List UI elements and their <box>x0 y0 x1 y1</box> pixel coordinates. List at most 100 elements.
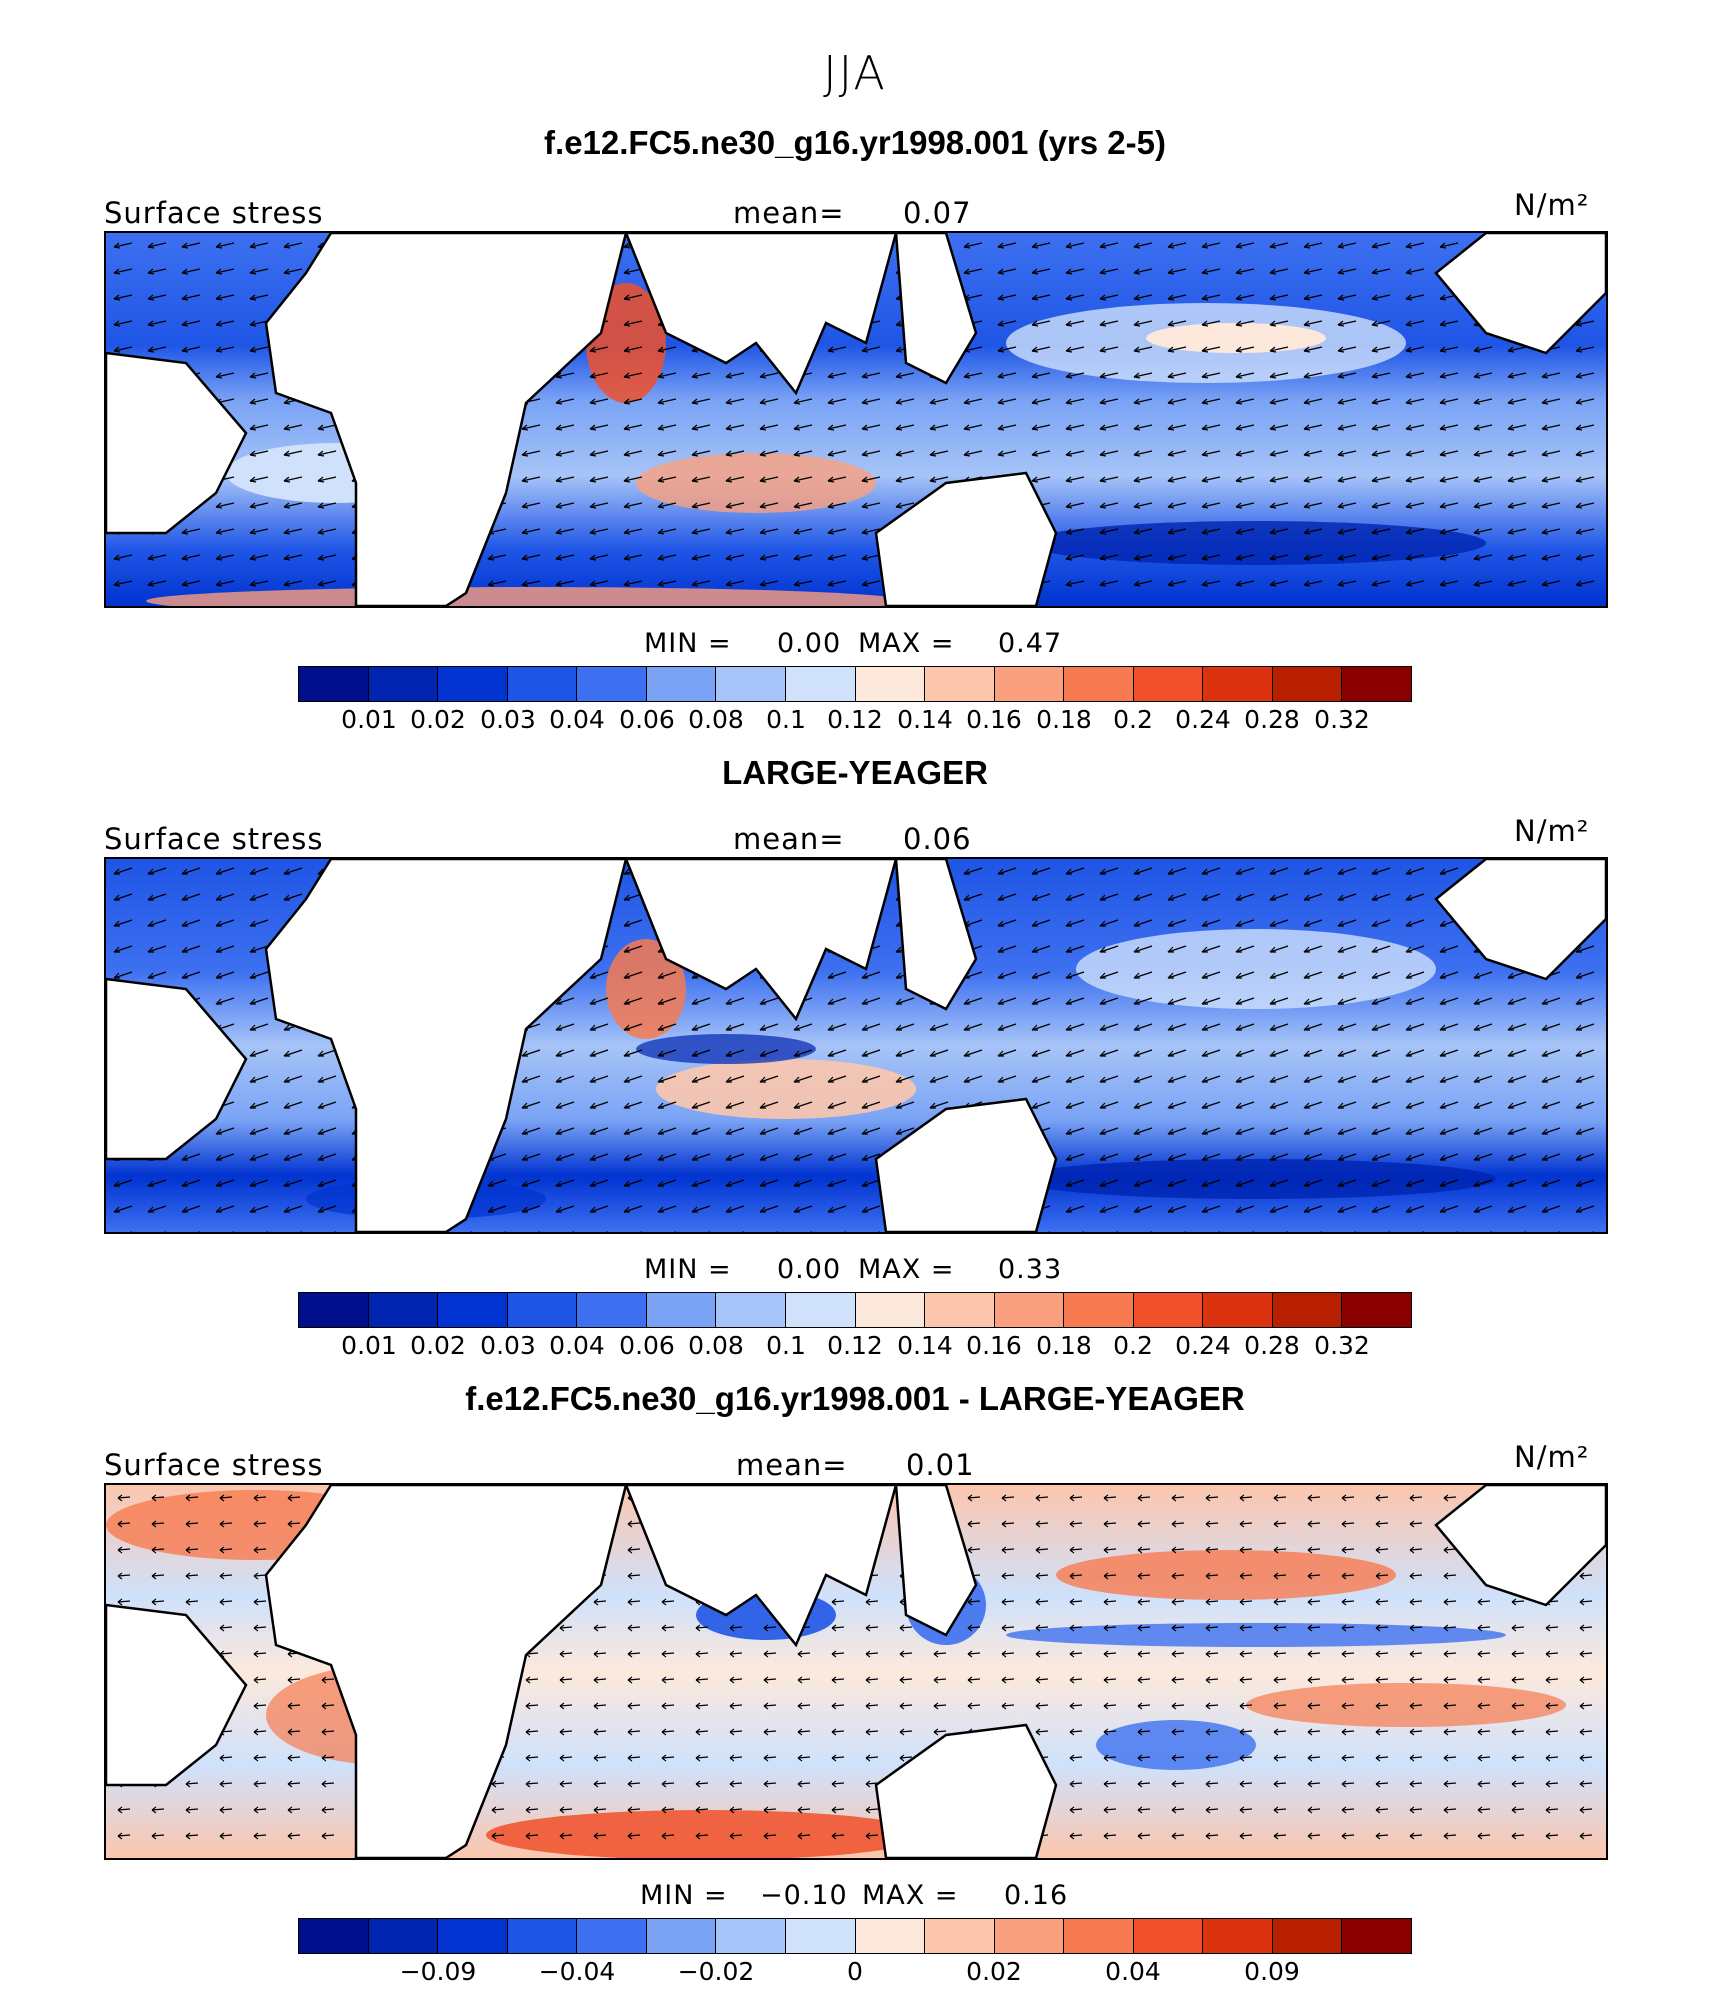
color-swatch <box>994 1919 1065 1953</box>
color-swatch <box>438 1293 508 1327</box>
color-swatch <box>994 667 1065 701</box>
color-swatch <box>1203 1919 1273 1953</box>
panel-2-tick: 0.16 <box>966 1331 1022 1360</box>
panel-3-tick: 0.04 <box>1105 1957 1161 1986</box>
color-swatch <box>507 1919 578 1953</box>
panel-1-tick: 0.24 <box>1175 705 1231 734</box>
panel-3-mean-label: mean= <box>736 1448 848 1482</box>
panel-1-max-value: 0.47 <box>998 628 1063 659</box>
color-swatch <box>1342 1293 1411 1327</box>
color-swatch <box>855 667 926 701</box>
color-swatch <box>438 1919 508 1953</box>
panel-2-tick: 0.2 <box>1113 1331 1153 1360</box>
panel-1-tick: 0.28 <box>1244 705 1300 734</box>
panel-2-tick: 0.14 <box>897 1331 953 1360</box>
color-swatch <box>1203 1293 1273 1327</box>
panel-2-min-label: MIN = <box>644 1254 732 1285</box>
color-swatch <box>855 1293 926 1327</box>
color-swatch <box>716 1919 786 1953</box>
color-swatch <box>925 1919 995 1953</box>
color-swatch <box>1272 667 1343 701</box>
panel-3-tick: −0.09 <box>399 1957 477 1986</box>
color-swatch <box>1133 667 1204 701</box>
color-swatch <box>368 667 439 701</box>
panel-2-title: LARGE-YEAGER <box>722 754 988 791</box>
panel-1-map <box>104 231 1608 608</box>
panel-1-units: N/m² <box>1514 188 1590 222</box>
panel-2-tick: 0.01 <box>341 1331 397 1360</box>
color-swatch <box>1342 667 1411 701</box>
panel-3-tick: 0.02 <box>966 1957 1022 1986</box>
panel-2-tick: 0.28 <box>1244 1331 1300 1360</box>
panel-1-tick: 0.32 <box>1314 705 1370 734</box>
color-swatch <box>785 1293 856 1327</box>
panel-2-tick: 0.03 <box>480 1331 536 1360</box>
panel-2-tick: 0.1 <box>766 1331 806 1360</box>
color-swatch <box>1133 1293 1204 1327</box>
color-swatch <box>299 1919 369 1953</box>
panel-3-max-label: MAX = <box>862 1880 959 1911</box>
panel-3-title: f.e12.FC5.ne30_g16.yr1998.001 - LARGE-YE… <box>465 1380 1245 1417</box>
panel-2-tick: 0.02 <box>410 1331 466 1360</box>
color-swatch <box>994 1293 1065 1327</box>
panel-3-tick: 0.09 <box>1244 1957 1300 1986</box>
panel-1-mean-label: mean= <box>733 196 845 230</box>
panel-1-tick: 0.02 <box>410 705 466 734</box>
panel-1-min-label: MIN = <box>644 628 732 659</box>
panel-2-mean-label: mean= <box>733 822 845 856</box>
panel-1-tick: 0.06 <box>619 705 675 734</box>
color-swatch <box>1342 1919 1411 1953</box>
panel-1-min-value: 0.00 <box>777 628 842 659</box>
panel-2-min-value: 0.00 <box>777 1254 842 1285</box>
panel-1-tick: 0.03 <box>480 705 536 734</box>
panel-3-tick: −0.02 <box>677 1957 755 1986</box>
panel-1-field-label: Surface stress <box>104 196 324 230</box>
color-swatch <box>1272 1919 1343 1953</box>
color-swatch <box>925 667 995 701</box>
color-swatch <box>438 667 508 701</box>
panel-2-units: N/m² <box>1514 814 1590 848</box>
color-swatch <box>716 1293 786 1327</box>
panel-3-units: N/m² <box>1514 1440 1590 1474</box>
panel-3-min-value: −0.10 <box>760 1880 848 1911</box>
panel-1-colorbar <box>298 666 1412 702</box>
panel-3-tick: 0 <box>847 1957 863 1986</box>
panel-3-field-label: Surface stress <box>104 1448 324 1482</box>
color-swatch <box>507 1293 578 1327</box>
figure-title: JJA <box>823 46 887 100</box>
color-swatch <box>577 1293 647 1327</box>
panel-2-field-label: Surface stress <box>104 822 324 856</box>
color-swatch <box>646 1919 717 1953</box>
color-swatch <box>1064 1293 1134 1327</box>
panel-1-tick: 0.1 <box>766 705 806 734</box>
panel-1-tick: 0.16 <box>966 705 1022 734</box>
panel-1-tick: 0.14 <box>897 705 953 734</box>
color-swatch <box>368 1293 439 1327</box>
color-swatch <box>855 1919 926 1953</box>
panel-2-tick: 0.06 <box>619 1331 675 1360</box>
panel-2-max-value: 0.33 <box>998 1254 1063 1285</box>
panel-3-tick: −0.04 <box>538 1957 616 1986</box>
color-swatch <box>646 667 717 701</box>
color-swatch <box>716 667 786 701</box>
color-swatch <box>1272 1293 1343 1327</box>
color-swatch <box>785 667 856 701</box>
panel-3-max-value: 0.16 <box>1004 1880 1069 1911</box>
panel-2-max-label: MAX = <box>858 1254 955 1285</box>
panel-1-tick: 0.04 <box>549 705 605 734</box>
panel-2-tick: 0.08 <box>688 1331 744 1360</box>
panel-2-mean-value: 0.06 <box>903 822 972 856</box>
panel-3-colorbar <box>298 1918 1412 1954</box>
panel-1-mean-value: 0.07 <box>903 196 972 230</box>
panel-1-tick: 0.12 <box>827 705 883 734</box>
color-swatch <box>299 667 369 701</box>
color-swatch <box>925 1293 995 1327</box>
color-swatch <box>1133 1919 1204 1953</box>
panel-3-mean-value: 0.01 <box>906 1448 975 1482</box>
color-swatch <box>1203 667 1273 701</box>
panel-1-tick: 0.01 <box>341 705 397 734</box>
color-swatch <box>1064 667 1134 701</box>
color-swatch <box>368 1919 439 1953</box>
panel-2-map <box>104 857 1608 1234</box>
panel-1-tick: 0.18 <box>1036 705 1092 734</box>
